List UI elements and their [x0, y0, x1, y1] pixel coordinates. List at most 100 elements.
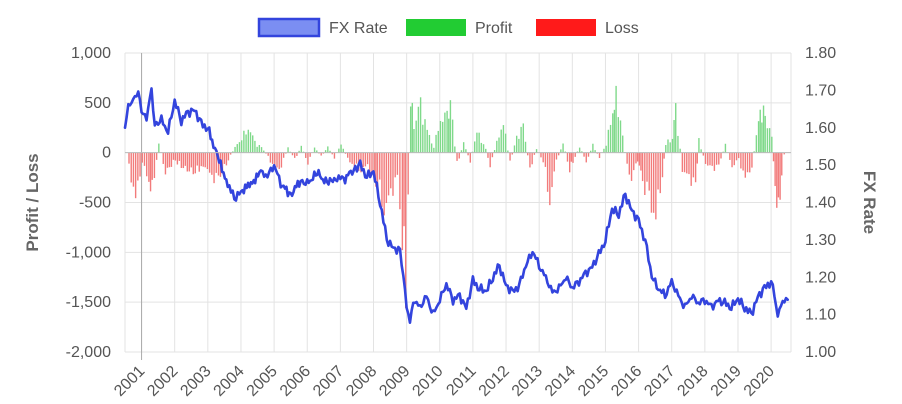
y-left-tick-label: 500	[84, 95, 111, 112]
profit-bar	[560, 149, 562, 153]
legend-swatch-profit	[406, 19, 466, 36]
loss-bar	[566, 152, 569, 162]
loss-bar	[151, 152, 153, 180]
loss-bar	[331, 152, 333, 155]
loss-bar	[369, 152, 371, 176]
legend-swatch-loss	[536, 19, 596, 36]
loss-bar	[307, 152, 309, 165]
x-tick-label: 2006	[277, 363, 314, 400]
loss-bar	[467, 152, 469, 156]
loss-bar	[555, 152, 558, 160]
profit-bar	[482, 144, 485, 153]
loss-bar	[130, 152, 132, 183]
profit-bar	[768, 128, 771, 153]
profit-bar	[764, 115, 766, 153]
profit-bar	[415, 120, 417, 153]
loss-bar	[709, 152, 711, 166]
fx-rate-series	[123, 87, 789, 325]
loss-bar	[776, 152, 778, 208]
loss-bar	[188, 152, 191, 172]
profit-bar	[622, 135, 624, 153]
profit-bar	[605, 145, 607, 153]
loss-bar	[371, 152, 373, 173]
loss-bar	[134, 152, 137, 199]
profit-bar	[759, 109, 761, 153]
y-right-tick-label: 1.60	[805, 120, 836, 137]
loss-bar	[557, 152, 560, 156]
loss-bar	[184, 152, 187, 166]
profit-bar	[439, 120, 442, 153]
profit-bar	[426, 129, 428, 153]
loss-bar	[211, 152, 213, 175]
loss-bar	[225, 152, 228, 166]
loss-bar	[487, 152, 489, 158]
loss-bar	[648, 152, 650, 191]
profit-bar	[613, 109, 616, 153]
profit-bar	[240, 140, 243, 153]
profit-bar	[448, 118, 450, 153]
loss-bar	[690, 152, 692, 186]
y-right-tick-label: 1.80	[805, 45, 836, 62]
loss-bar	[636, 152, 639, 162]
loss-bar	[132, 152, 135, 187]
loss-bar	[353, 152, 356, 167]
loss-bar	[777, 152, 780, 198]
profit-bar	[460, 150, 463, 153]
loss-bar	[553, 152, 555, 172]
loss-bar	[720, 152, 722, 159]
loss-bar	[180, 152, 183, 168]
profit-bar	[562, 143, 564, 153]
loss-bar	[309, 152, 311, 157]
y-right-tick-label: 1.10	[805, 307, 836, 324]
x-tick-label: 2009	[376, 363, 413, 400]
profit-bar	[249, 132, 252, 153]
loss-bar	[549, 152, 551, 206]
loss-bar	[153, 152, 156, 179]
profit-bar	[619, 120, 622, 153]
loss-bar	[569, 152, 571, 173]
profit-bar	[671, 138, 674, 153]
loss-bar	[688, 152, 690, 175]
loss-bar	[737, 152, 740, 159]
profit-bar	[535, 149, 538, 153]
loss-bar	[164, 152, 167, 175]
profit-bar	[502, 125, 505, 153]
loss-bar	[718, 152, 720, 165]
loss-bar	[291, 152, 294, 156]
profit-bar	[340, 144, 342, 153]
loss-bar	[696, 152, 698, 164]
loss-bar	[659, 152, 661, 194]
loss-bar	[751, 152, 753, 168]
loss-bar	[633, 152, 635, 171]
loss-bar	[469, 152, 471, 163]
loss-bar	[139, 152, 141, 177]
loss-bar	[407, 152, 409, 195]
loss-bar	[172, 152, 175, 160]
x-tick-label: 2008	[343, 363, 380, 400]
profit-bar	[518, 138, 520, 153]
profit-bar	[444, 112, 446, 153]
y-right-tick-label: 1.30	[805, 232, 836, 249]
loss-bar	[186, 152, 189, 172]
profit-bar	[504, 133, 507, 153]
profit-bar	[677, 135, 679, 153]
profit-bar	[476, 132, 478, 153]
profit-bar	[564, 151, 566, 153]
loss-bar	[364, 152, 367, 167]
loss-bar	[213, 152, 215, 184]
loss-bar	[276, 152, 278, 168]
profit-bar	[480, 142, 483, 153]
y-left-tick-label: -1,500	[66, 294, 111, 311]
loss-bar	[381, 152, 383, 207]
legend-label: Profit	[475, 20, 513, 37]
loss-bar	[375, 152, 377, 187]
loss-bar	[663, 152, 665, 159]
loss-bar	[128, 152, 130, 164]
loss-bar	[215, 152, 217, 173]
x-tick-label: 2011	[443, 363, 479, 399]
loss-bar	[570, 152, 573, 162]
x-tick-label: 2017	[641, 363, 678, 400]
profit-bar	[413, 129, 415, 153]
y-right-tick-label: 1.20	[805, 269, 836, 286]
y-left-tick-label: -1,000	[66, 244, 111, 261]
